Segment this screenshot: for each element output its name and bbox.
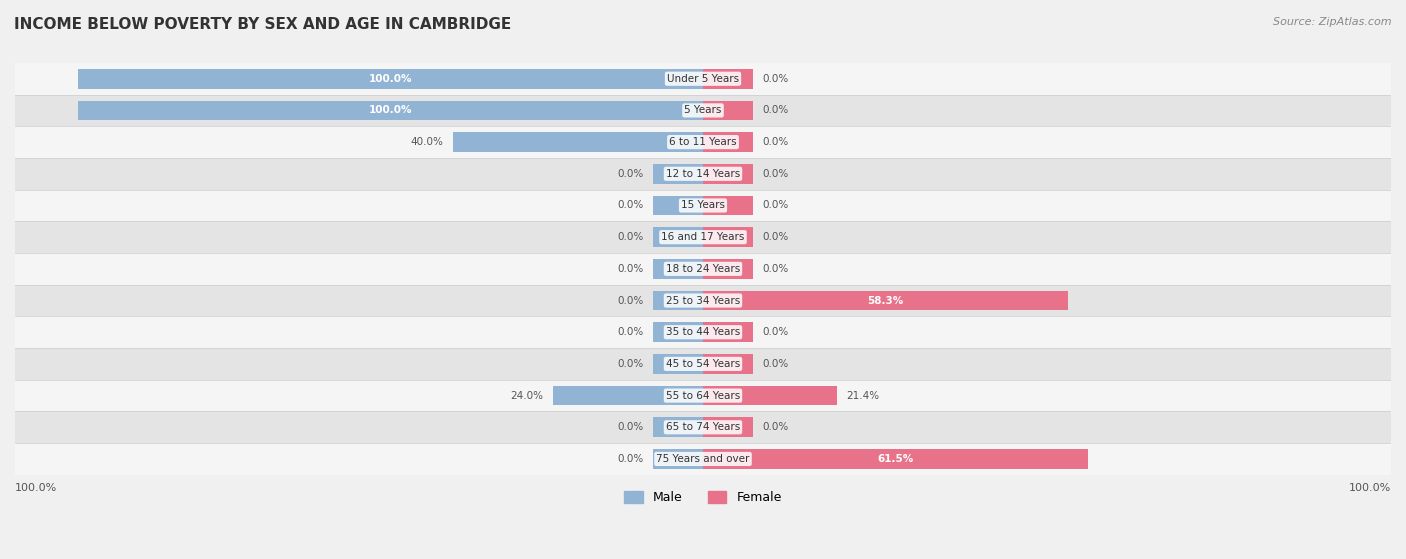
Text: 45 to 54 Years: 45 to 54 Years — [666, 359, 740, 369]
Bar — [77, 101, 703, 120]
Text: INCOME BELOW POVERTY BY SEX AND AGE IN CAMBRIDGE: INCOME BELOW POVERTY BY SEX AND AGE IN C… — [14, 17, 512, 32]
Text: 18 to 24 Years: 18 to 24 Years — [666, 264, 740, 274]
Bar — [703, 228, 754, 247]
Bar — [703, 164, 754, 183]
Bar — [15, 380, 1391, 411]
Text: 35 to 44 Years: 35 to 44 Years — [666, 327, 740, 337]
Bar — [703, 132, 754, 152]
Text: Source: ZipAtlas.com: Source: ZipAtlas.com — [1274, 17, 1392, 27]
Text: 25 to 34 Years: 25 to 34 Years — [666, 296, 740, 306]
Text: 0.0%: 0.0% — [617, 422, 644, 432]
Bar — [453, 132, 703, 152]
Bar — [703, 418, 754, 437]
Bar — [15, 253, 1391, 285]
Bar — [15, 126, 1391, 158]
Text: 0.0%: 0.0% — [762, 264, 789, 274]
Text: 0.0%: 0.0% — [762, 327, 789, 337]
Bar — [652, 449, 703, 469]
Bar — [652, 291, 703, 310]
Text: Under 5 Years: Under 5 Years — [666, 74, 740, 84]
Bar — [553, 386, 703, 405]
Text: 24.0%: 24.0% — [510, 391, 544, 401]
Bar — [15, 411, 1391, 443]
Text: 0.0%: 0.0% — [762, 201, 789, 211]
Bar — [15, 94, 1391, 126]
Text: 0.0%: 0.0% — [762, 74, 789, 84]
Text: 15 Years: 15 Years — [681, 201, 725, 211]
Text: 0.0%: 0.0% — [617, 327, 644, 337]
Bar — [652, 418, 703, 437]
Bar — [15, 221, 1391, 253]
Bar — [652, 228, 703, 247]
Text: 100.0%: 100.0% — [1348, 483, 1391, 492]
Text: 75 Years and over: 75 Years and over — [657, 454, 749, 464]
Text: 0.0%: 0.0% — [762, 232, 789, 242]
Text: 100.0%: 100.0% — [368, 74, 412, 84]
Text: 0.0%: 0.0% — [617, 296, 644, 306]
Text: 55 to 64 Years: 55 to 64 Years — [666, 391, 740, 401]
Bar — [652, 323, 703, 342]
Text: 0.0%: 0.0% — [617, 201, 644, 211]
Text: 6 to 11 Years: 6 to 11 Years — [669, 137, 737, 147]
Bar — [652, 354, 703, 374]
Text: 65 to 74 Years: 65 to 74 Years — [666, 422, 740, 432]
Text: 100.0%: 100.0% — [368, 106, 412, 115]
Bar — [15, 63, 1391, 94]
Bar — [703, 291, 1067, 310]
Text: 100.0%: 100.0% — [15, 483, 58, 492]
Text: 61.5%: 61.5% — [877, 454, 914, 464]
Text: 0.0%: 0.0% — [762, 359, 789, 369]
Text: 0.0%: 0.0% — [617, 232, 644, 242]
Text: 0.0%: 0.0% — [617, 169, 644, 179]
Text: 21.4%: 21.4% — [846, 391, 879, 401]
Text: 0.0%: 0.0% — [617, 264, 644, 274]
Bar — [703, 354, 754, 374]
Bar — [15, 316, 1391, 348]
Bar — [703, 259, 754, 279]
Bar — [652, 259, 703, 279]
Bar — [703, 101, 754, 120]
Bar — [15, 190, 1391, 221]
Legend: Male, Female: Male, Female — [619, 486, 787, 509]
Bar — [15, 348, 1391, 380]
Text: 0.0%: 0.0% — [617, 359, 644, 369]
Bar — [652, 164, 703, 183]
Text: 16 and 17 Years: 16 and 17 Years — [661, 232, 745, 242]
Text: 40.0%: 40.0% — [411, 137, 443, 147]
Text: 58.3%: 58.3% — [868, 296, 904, 306]
Bar — [703, 69, 754, 88]
Bar — [703, 323, 754, 342]
Bar — [703, 196, 754, 215]
Bar — [703, 386, 837, 405]
Text: 5 Years: 5 Years — [685, 106, 721, 115]
Bar — [703, 449, 1088, 469]
Text: 0.0%: 0.0% — [617, 454, 644, 464]
Bar — [15, 285, 1391, 316]
Bar — [652, 196, 703, 215]
Text: 0.0%: 0.0% — [762, 169, 789, 179]
Text: 12 to 14 Years: 12 to 14 Years — [666, 169, 740, 179]
Text: 0.0%: 0.0% — [762, 137, 789, 147]
Text: 0.0%: 0.0% — [762, 106, 789, 115]
Bar — [77, 69, 703, 88]
Text: 0.0%: 0.0% — [762, 422, 789, 432]
Bar — [15, 443, 1391, 475]
Bar — [15, 158, 1391, 190]
